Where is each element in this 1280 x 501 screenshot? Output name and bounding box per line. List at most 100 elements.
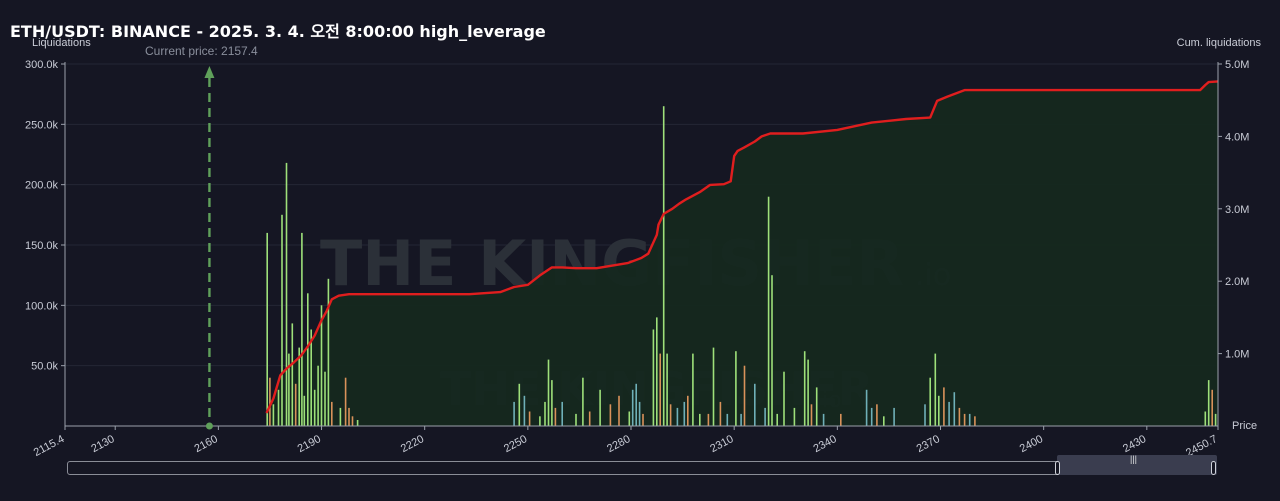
bar-series <box>266 106 1217 426</box>
liquidation-bar <box>547 359 550 426</box>
liquidation-bar <box>313 389 316 426</box>
liquidation-bar <box>707 413 710 426</box>
x-axis-label: Price <box>1232 420 1257 432</box>
liquidation-bar <box>291 323 294 426</box>
liquidation-bar <box>883 416 885 426</box>
liquidation-bar <box>618 395 620 426</box>
y2-tick-label: 4.0M <box>1225 131 1249 143</box>
liquidation-bar <box>968 413 971 426</box>
liquidation-bar <box>294 383 297 426</box>
liquidation-bar <box>628 411 631 426</box>
y-tick-label: 300.0k <box>25 59 59 71</box>
liquidation-bar <box>719 401 722 426</box>
x-tick-label: 2250 <box>502 433 529 455</box>
liquidation-bar <box>1211 389 1213 426</box>
current-price-dot <box>205 422 213 430</box>
liquidation-bar <box>676 407 679 426</box>
liquidation-bar <box>635 383 637 426</box>
liquidation-bar <box>659 353 661 426</box>
liquidation-bar <box>754 383 756 426</box>
chart-title: ETH/USDT: BINANCE - 2025. 3. 4. 오전 8:00:… <box>10 22 546 41</box>
liquidation-bar <box>963 413 966 426</box>
liquidation-bar <box>815 387 818 426</box>
liquidation-bar <box>554 407 557 426</box>
liquidation-bar <box>669 404 672 426</box>
liquidation-bar <box>1207 380 1210 426</box>
liquidation-bar <box>272 404 275 426</box>
current-price-label: Current price: 2157.4 <box>145 44 258 58</box>
liquidation-bar <box>934 353 937 426</box>
x-tick-label: 2310 <box>708 433 735 455</box>
liquidation-bar <box>310 329 312 426</box>
liquidation-bar <box>767 196 770 426</box>
liquidation-bar <box>771 275 773 426</box>
cumulative-area <box>266 81 1218 427</box>
range-slider-right-handle[interactable] <box>1211 461 1216 475</box>
liquidation-bar <box>938 395 940 426</box>
range-slider-left-handle[interactable] <box>1055 461 1060 475</box>
y2-tick-label: 5.0M <box>1225 59 1249 71</box>
cumulative-line <box>265 80 1219 414</box>
range-slider-selection[interactable] <box>1057 455 1217 475</box>
liquidation-bar <box>285 162 288 426</box>
y-tick-label: 50.0k <box>31 361 58 373</box>
liquidation-bar <box>803 351 806 426</box>
liquidation-bar <box>1214 413 1217 426</box>
liquidation-bar <box>656 317 658 426</box>
liquidation-bar <box>582 377 584 426</box>
liquidation-bar <box>776 413 778 426</box>
liquidation-bar <box>327 278 330 426</box>
liquidation-bar <box>958 407 961 426</box>
liquidation-bar <box>662 106 665 426</box>
x-tick-label: 2400 <box>1018 433 1045 455</box>
range-slider-track[interactable] <box>67 461 1217 475</box>
liquidation-bar <box>953 392 956 426</box>
liquidation-bar <box>642 413 644 426</box>
liquidation-bar <box>948 401 950 426</box>
liquidation-bar <box>339 407 342 426</box>
x-tick-label: 2190 <box>296 433 323 455</box>
liquidation-bar <box>307 293 309 426</box>
liquidation-bar <box>324 371 326 426</box>
liquidation-bar <box>298 347 300 426</box>
x-tick-label: 2115.4 <box>32 433 67 459</box>
liquidation-bar <box>528 411 531 426</box>
liquidation-bar <box>924 404 926 426</box>
y2-tick-label: 2.0M <box>1225 276 1249 288</box>
liquidation-bar <box>929 377 931 426</box>
liquidation-bar <box>288 353 290 426</box>
liquidation-bar <box>865 389 868 426</box>
liquidation-bar <box>638 401 641 426</box>
y-tick-label: 150.0k <box>25 240 59 252</box>
liquidation-bar <box>735 351 737 426</box>
liquidation-bar <box>609 404 612 426</box>
y-tick-label: 100.0k <box>25 300 59 312</box>
liquidation-bar <box>348 407 350 426</box>
liquidation-bar <box>876 404 878 426</box>
liquidation-bar <box>726 413 729 426</box>
x-tick-label: 2160 <box>193 433 220 455</box>
liquidation-bar <box>539 416 541 426</box>
liquidation-bar <box>783 371 785 426</box>
liquidation-bar <box>331 401 333 426</box>
x-tick-label: 2130 <box>89 433 116 455</box>
liquidation-bar <box>683 401 686 426</box>
liquidation-bar <box>870 407 873 426</box>
liquidation-bar <box>544 401 546 426</box>
current-price-arrow-icon <box>204 66 215 78</box>
liquidation-bar <box>943 387 945 426</box>
liquidation-bar <box>351 416 354 426</box>
liquidation-bar <box>1204 411 1207 426</box>
y2-axis-label: Cum. liquidations <box>1177 37 1262 49</box>
slider-grip-icon[interactable]: ||| <box>1130 454 1138 464</box>
liquidation-bar <box>840 413 842 426</box>
liquidation-bar <box>588 411 591 426</box>
liquidation-bar <box>513 401 515 426</box>
liquidation-bar <box>575 413 577 426</box>
liquidation-bar <box>652 329 655 426</box>
liquidation-bar <box>712 347 715 426</box>
liquidation-bar <box>281 214 283 426</box>
liquidation-bar <box>740 413 742 426</box>
y2-tick-label: 1.0M <box>1225 349 1249 361</box>
